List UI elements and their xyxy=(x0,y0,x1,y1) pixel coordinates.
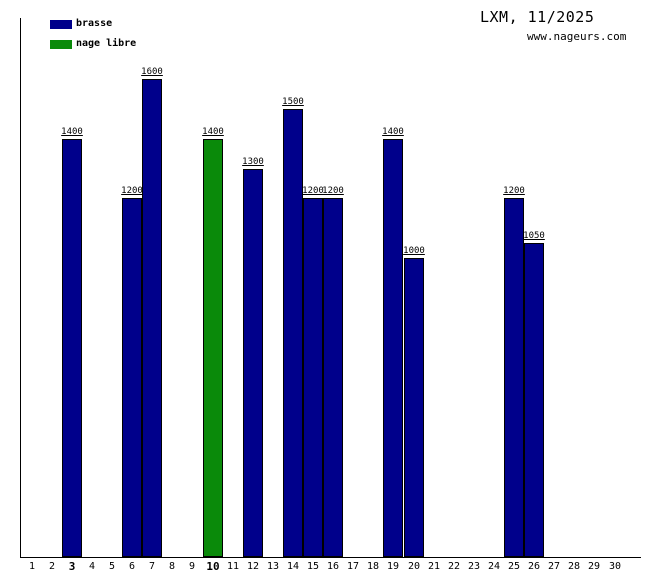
x-tick-label-day-7: 7 xyxy=(148,561,156,572)
bar-value-label-day-12[interactable]: 1300 xyxy=(242,157,264,167)
x-axis-line xyxy=(20,557,641,558)
legend-swatch-nage-libre xyxy=(50,40,72,49)
x-tick-label-day-26: 26 xyxy=(527,561,541,572)
bar-value-label-day-16[interactable]: 1200 xyxy=(322,186,344,196)
bar-value-label-day-10[interactable]: 1400 xyxy=(202,127,224,137)
x-tick-label-day-13: 13 xyxy=(266,561,280,572)
x-tick-label-day-16: 16 xyxy=(326,561,340,572)
bar-value-label-day-14[interactable]: 1500 xyxy=(282,97,304,107)
bar-value-label-day-15[interactable]: 1200 xyxy=(302,186,324,196)
x-tick-label-day-15: 15 xyxy=(306,561,320,572)
x-tick-label-day-4: 4 xyxy=(88,561,96,572)
bar-day-14-brasse[interactable] xyxy=(283,109,303,557)
x-tick-label-day-20: 20 xyxy=(407,561,421,572)
x-tick-label-day-14: 14 xyxy=(286,561,300,572)
watermark-link[interactable]: www.nageurs.com xyxy=(527,30,627,43)
bar-day-26-brasse[interactable] xyxy=(524,243,544,557)
x-tick-label-day-30: 30 xyxy=(608,561,622,572)
x-tick-label-day-27: 27 xyxy=(547,561,561,572)
x-tick-label-day-2: 2 xyxy=(48,561,56,572)
x-tick-label-day-24: 24 xyxy=(487,561,501,572)
bar-value-label-day-6[interactable]: 1200 xyxy=(121,186,143,196)
x-tick-label-day-10: 10 xyxy=(206,560,220,573)
legend-swatch-brasse xyxy=(50,20,72,29)
bar-day-10-nage-libre[interactable] xyxy=(203,139,223,557)
bar-day-7-brasse[interactable] xyxy=(142,79,162,557)
x-tick-label-day-9: 9 xyxy=(188,561,196,572)
x-tick-label-day-1: 1 xyxy=(28,561,36,572)
x-tick-label-day-3: 3 xyxy=(68,560,76,573)
x-tick-label-day-12: 12 xyxy=(246,561,260,572)
bar-day-19-brasse[interactable] xyxy=(383,139,403,557)
legend-label-nage-libre: nage libre xyxy=(76,38,137,49)
y-axis-line xyxy=(20,18,21,557)
bar-day-12-brasse[interactable] xyxy=(243,169,263,557)
bar-value-label-day-19[interactable]: 1400 xyxy=(382,127,404,137)
x-tick-label-day-25: 25 xyxy=(507,561,521,572)
bar-value-label-day-3[interactable]: 1400 xyxy=(61,127,83,137)
bar-value-label-day-26[interactable]: 1050 xyxy=(523,231,545,241)
x-tick-label-day-21: 21 xyxy=(427,561,441,572)
x-tick-label-day-8: 8 xyxy=(168,561,176,572)
x-tick-label-day-17: 17 xyxy=(346,561,360,572)
chart-title: LXM, 11/2025 xyxy=(480,8,595,26)
bar-day-20-brasse[interactable] xyxy=(404,258,424,557)
x-tick-label-day-28: 28 xyxy=(567,561,581,572)
x-tick-label-day-6: 6 xyxy=(128,561,136,572)
x-tick-label-day-19: 19 xyxy=(386,561,400,572)
x-tick-label-day-23: 23 xyxy=(467,561,481,572)
legend-label-brasse: brasse xyxy=(76,18,113,29)
bar-day-16-brasse[interactable] xyxy=(323,198,343,557)
x-tick-label-day-5: 5 xyxy=(108,561,116,572)
x-tick-label-day-18: 18 xyxy=(366,561,380,572)
bar-value-label-day-7[interactable]: 1600 xyxy=(141,67,163,77)
bar-value-label-day-20[interactable]: 1000 xyxy=(403,246,425,256)
x-tick-label-day-29: 29 xyxy=(587,561,601,572)
bar-day-15-brasse[interactable] xyxy=(303,198,323,557)
x-tick-label-day-11: 11 xyxy=(226,561,240,572)
x-tick-label-day-22: 22 xyxy=(447,561,461,572)
bar-day-3-brasse[interactable] xyxy=(62,139,82,557)
bar-day-25-brasse[interactable] xyxy=(504,198,524,557)
bar-value-label-day-25[interactable]: 1200 xyxy=(503,186,525,196)
bar-day-6-brasse[interactable] xyxy=(122,198,142,557)
